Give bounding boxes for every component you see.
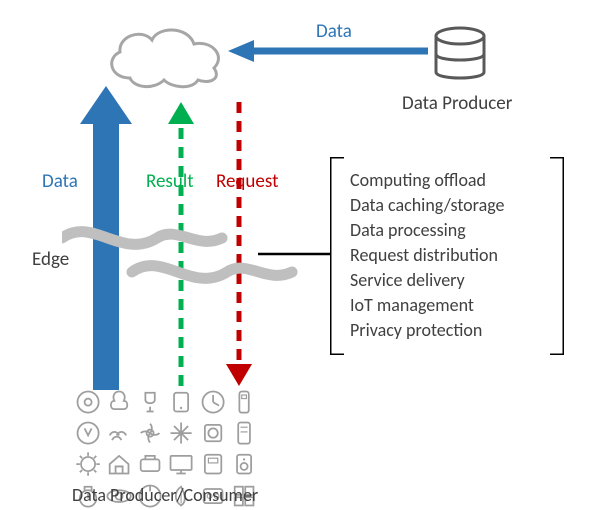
device-icon [230, 450, 258, 478]
bracket-item: Data caching/storage [350, 193, 545, 218]
device-icon [167, 388, 195, 416]
device-icon [74, 388, 102, 416]
bracket-item: Computing offload [350, 168, 545, 193]
data-up-label: Data [42, 170, 78, 193]
device-icon [167, 450, 195, 478]
database-icon [432, 26, 488, 84]
device-icon [136, 388, 164, 416]
device-icon [199, 419, 227, 447]
device-icon [105, 450, 133, 478]
bracket-list: Computing offload Data caching/storage D… [350, 168, 545, 343]
device-icon [74, 450, 102, 478]
device-icon [74, 419, 102, 447]
device-icon [167, 419, 195, 447]
device-icon [199, 388, 227, 416]
data-producer-label: Data Producer [402, 92, 512, 115]
request-label: Request [216, 170, 278, 193]
bracket-left [330, 157, 346, 355]
bracket-right [548, 157, 564, 355]
cloud-icon [100, 18, 230, 90]
device-icon [105, 419, 133, 447]
device-icon [199, 450, 227, 478]
data-left-label: Data [316, 20, 352, 43]
bracket-connector [258, 252, 330, 256]
bracket-item: Service delivery [350, 268, 545, 293]
data-producer-consumer-label: Data Producer/Consumer [72, 484, 258, 506]
bracket-item: IoT management [350, 293, 545, 318]
result-label: Result [146, 170, 194, 193]
device-icon [230, 419, 258, 447]
bracket-item: Privacy protection [350, 318, 545, 343]
bracket-item: Request distribution [350, 243, 545, 268]
device-icon [136, 419, 164, 447]
bracket-item: Data processing [350, 218, 545, 243]
device-icon [136, 450, 164, 478]
device-icon [105, 388, 133, 416]
device-icon [230, 388, 258, 416]
